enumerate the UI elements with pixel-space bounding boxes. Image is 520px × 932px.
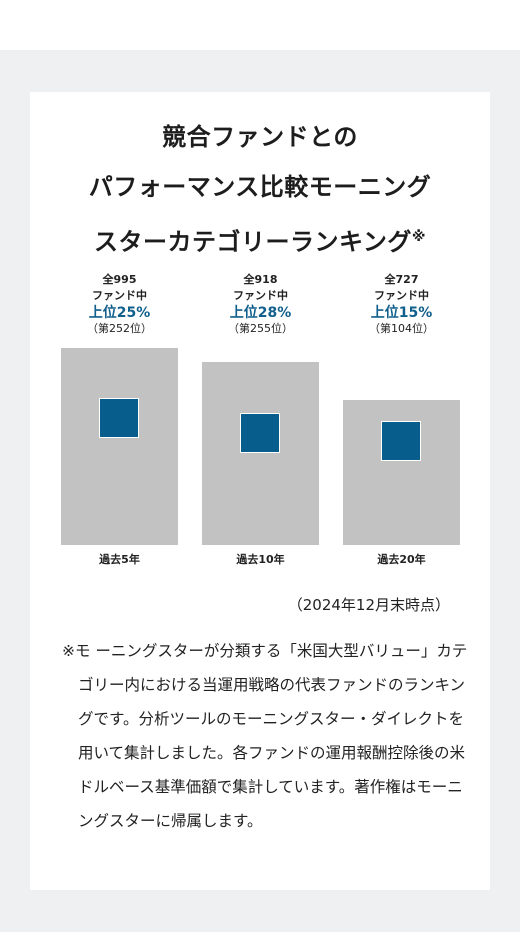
rank-percent-label: 上位25%: [88, 305, 151, 321]
column-header: 全727 ファンド中 上位15% （第104位）: [343, 272, 460, 335]
title-line: スターカテゴリーランキング※: [30, 212, 490, 267]
ranking-chart: 全995 ファンド中 上位25% （第252位） 過去5年 全918 ファンド中…: [30, 267, 490, 567]
column-header: 全995 ファンド中 上位25% （第252位）: [61, 272, 178, 335]
chart-title: 競合ファンドとの パフォーマンス比較モーニング スターカテゴリーランキング※: [30, 112, 490, 267]
fund-sub-label: ファンド中: [374, 289, 429, 302]
rank-position-label: （第104位）: [369, 322, 434, 335]
rank-percent-label: 上位28%: [229, 305, 292, 321]
rank-percent-label: 上位15%: [370, 305, 433, 321]
top-band: [0, 0, 520, 50]
category-bar: [343, 400, 460, 545]
fund-total-label: 全918: [243, 273, 278, 286]
x-tick-label: 過去5年: [99, 553, 140, 566]
category-bar: [61, 348, 178, 545]
x-tick-label: 過去10年: [236, 553, 285, 566]
title-line: パフォーマンス比較モーニング: [88, 173, 432, 201]
column-header: 全918 ファンド中 上位28% （第255位）: [202, 272, 319, 335]
as-of-date: （2024年12月末時点）: [287, 596, 450, 614]
x-tick-label: 過去20年: [377, 553, 426, 566]
ranking-card: 競合ファンドとの パフォーマンス比較モーニング スターカテゴリーランキング※ 全…: [30, 92, 490, 890]
fund-total-label: 全995: [102, 273, 137, 286]
rank-marker: [381, 421, 421, 461]
footnote-mark: ※: [411, 229, 426, 245]
fund-sub-label: ファンド中: [233, 289, 288, 302]
rank-marker: [240, 413, 280, 453]
title-line-text: スターカテゴリーランキング: [94, 228, 412, 256]
title-line: 競合ファンドとの: [162, 123, 358, 151]
category-bar: [202, 362, 319, 545]
fund-total-label: 全727: [384, 273, 419, 286]
rank-position-label: （第255位）: [228, 322, 293, 335]
rank-marker: [99, 398, 139, 438]
fund-sub-label: ファンド中: [92, 289, 147, 302]
footnote: ※モ ーニングスターが分類する「米国大型バリュー」カテゴリー内における当運用戦略…: [62, 642, 468, 830]
rank-position-label: （第252位）: [87, 322, 152, 335]
